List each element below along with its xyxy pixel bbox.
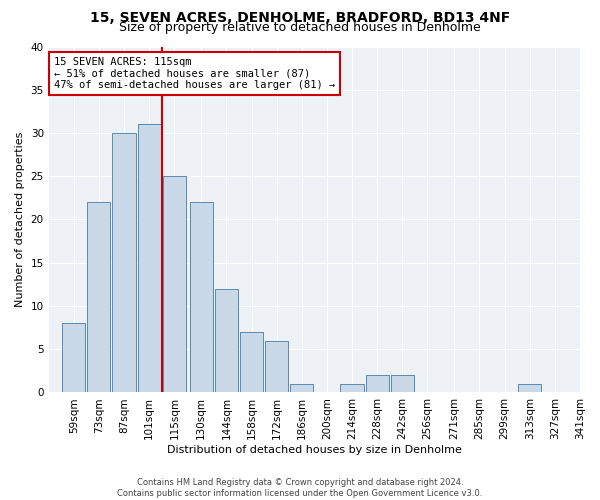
Bar xyxy=(88,202,110,392)
Bar xyxy=(365,375,389,392)
Bar xyxy=(391,375,414,392)
Bar xyxy=(112,133,136,392)
Bar xyxy=(340,384,364,392)
Bar xyxy=(265,340,288,392)
Bar xyxy=(163,176,186,392)
Bar xyxy=(137,124,161,392)
Bar xyxy=(62,324,85,392)
Bar xyxy=(290,384,313,392)
Text: 15, SEVEN ACRES, DENHOLME, BRADFORD, BD13 4NF: 15, SEVEN ACRES, DENHOLME, BRADFORD, BD1… xyxy=(90,11,510,25)
Text: Contains HM Land Registry data © Crown copyright and database right 2024.
Contai: Contains HM Land Registry data © Crown c… xyxy=(118,478,482,498)
Text: Size of property relative to detached houses in Denholme: Size of property relative to detached ho… xyxy=(119,21,481,34)
Bar xyxy=(240,332,263,392)
Bar xyxy=(190,202,213,392)
X-axis label: Distribution of detached houses by size in Denholme: Distribution of detached houses by size … xyxy=(167,445,462,455)
Bar xyxy=(215,288,238,393)
Text: 15 SEVEN ACRES: 115sqm
← 51% of detached houses are smaller (87)
47% of semi-det: 15 SEVEN ACRES: 115sqm ← 51% of detached… xyxy=(54,57,335,90)
Y-axis label: Number of detached properties: Number of detached properties xyxy=(15,132,25,307)
Bar xyxy=(518,384,541,392)
